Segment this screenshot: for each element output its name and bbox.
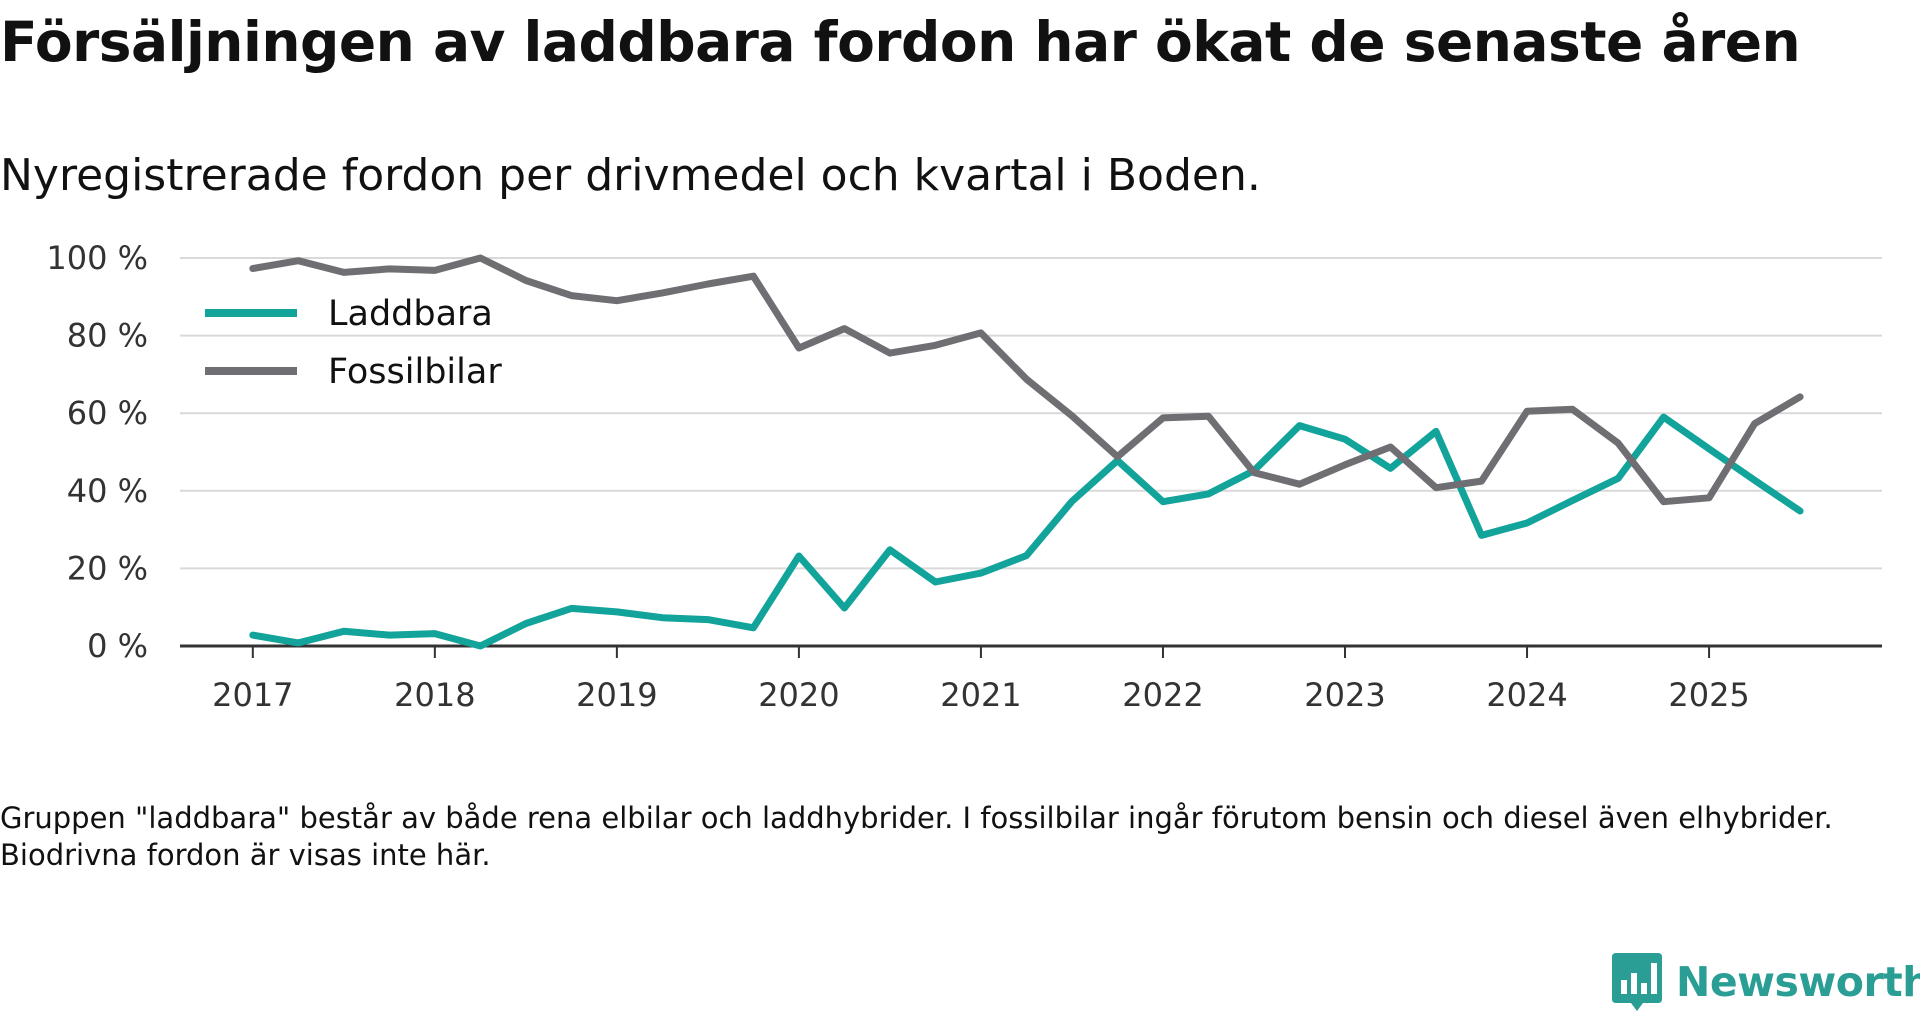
bar-chart-pin-icon bbox=[1612, 953, 1662, 1011]
x-tick-label: 2018 bbox=[394, 676, 475, 714]
brand-name: Newsworthy bbox=[1676, 958, 1920, 1006]
y-tick-label: 60 % bbox=[67, 394, 148, 432]
y-tick-label: 20 % bbox=[67, 549, 148, 587]
y-tick-label: 100 % bbox=[46, 239, 148, 277]
x-tick-label: 2024 bbox=[1486, 676, 1567, 714]
chart-title: Försäljningen av laddbara fordon har öka… bbox=[0, 10, 1801, 74]
x-tick-label: 2019 bbox=[576, 676, 657, 714]
chart-subtitle: Nyregistrerade fordon per drivmedel och … bbox=[0, 150, 1261, 201]
y-tick-label: 40 % bbox=[67, 472, 148, 510]
series-line-fossilbilar bbox=[249, 254, 1804, 506]
x-tick-label: 2023 bbox=[1304, 676, 1385, 714]
legend: Laddbara Fossilbilar bbox=[205, 294, 502, 392]
legend-swatch-laddbara bbox=[205, 309, 297, 317]
y-tick-label: 80 % bbox=[67, 317, 148, 355]
footnote: Gruppen "laddbara" består av både rena e… bbox=[0, 801, 1833, 872]
legend-label-fossilbilar: Fossilbilar bbox=[328, 352, 502, 392]
legend-label-laddbara: Laddbara bbox=[328, 294, 493, 334]
brand-logo[interactable]: Newsworthy bbox=[1612, 953, 1920, 1011]
x-tick-label: 2022 bbox=[1122, 676, 1203, 714]
line-chart: 0 % 20 % 40 % 60 % 80 % 100 % 2017 2018 2019 2020… bbox=[46, 239, 1882, 714]
legend-swatch-fossilbilar bbox=[205, 367, 297, 375]
x-tick-label: 2025 bbox=[1668, 676, 1749, 714]
axes: 0 % 20 % 40 % 60 % 80 % 100 % 2017 2018 2019 2020… bbox=[46, 239, 1882, 714]
y-tick-label: 0 % bbox=[87, 627, 148, 665]
x-tick-label: 2020 bbox=[758, 676, 839, 714]
series-lines bbox=[249, 254, 1804, 650]
x-tick-label: 2021 bbox=[940, 676, 1021, 714]
series-line-laddbara bbox=[249, 413, 1804, 650]
x-tick-label: 2017 bbox=[212, 676, 293, 714]
